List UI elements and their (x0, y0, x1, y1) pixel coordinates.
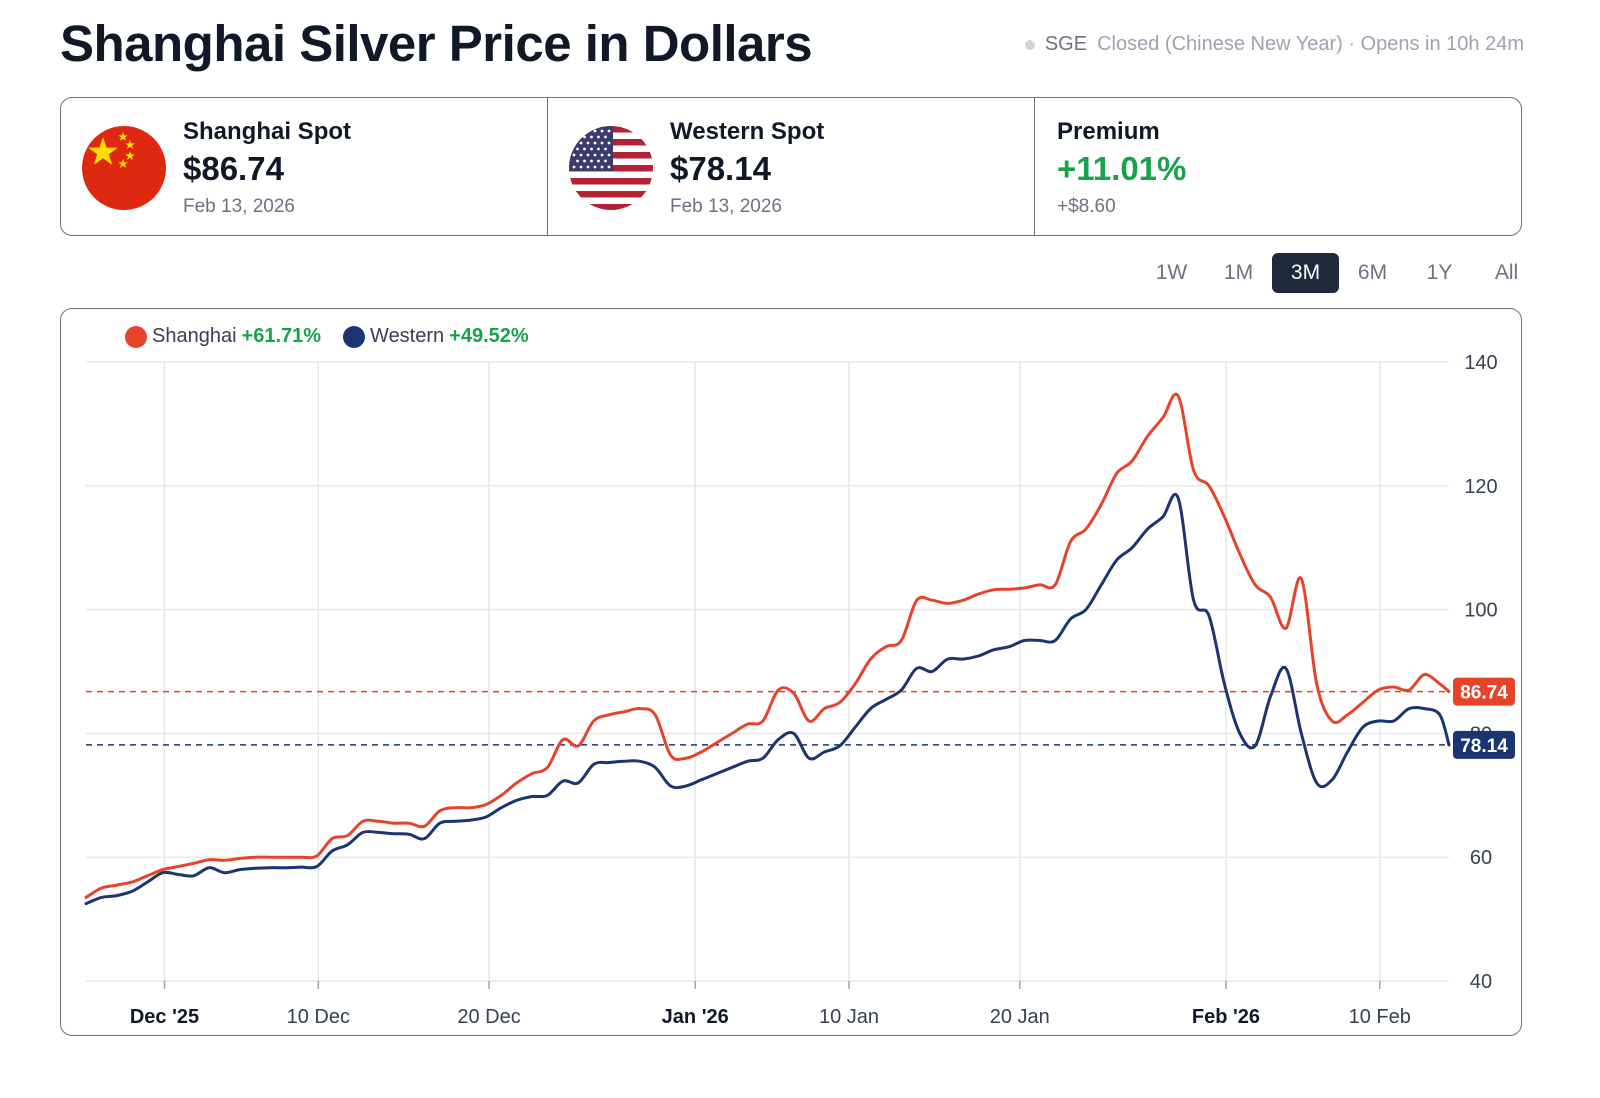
x-tick-label: 10 Feb (1349, 1006, 1411, 1028)
y-tick-label: 60 (1470, 847, 1492, 869)
range-button-all[interactable]: All (1494, 261, 1519, 284)
range-button-6m[interactable]: 6M (1357, 261, 1388, 284)
exchange-name: SGE (1044, 33, 1088, 55)
western-spot-price: $78.14 (670, 150, 771, 187)
x-tick-label: Dec '25 (130, 1006, 199, 1028)
western-spot-date: Feb 13, 2026 (670, 196, 782, 217)
range-button-1y[interactable]: 1Y (1426, 261, 1453, 284)
x-tick-label: 20 Jan (990, 1006, 1050, 1028)
shanghai-spot-price: $86.74 (183, 150, 284, 187)
y-tick-label: 40 (1470, 971, 1492, 993)
status-text: Closed (Chinese New Year) · Opens in 10h… (1097, 33, 1524, 55)
legend-change-western: +49.52% (449, 325, 529, 347)
chart-legend: Shanghai +61.71% Western +49.52% (125, 325, 529, 348)
last-value-badge-shanghai (1453, 677, 1515, 706)
status-dot-icon (1024, 39, 1035, 50)
china-flag-icon (82, 126, 166, 210)
premium-card: Premium +11.01% +$8.60 (1035, 98, 1521, 235)
y-tick-label: 140 (1464, 352, 1497, 374)
usa-flag-icon (569, 126, 653, 210)
legend-label-western: Western (370, 325, 445, 347)
x-tick-label: 10 Jan (819, 1006, 879, 1028)
shanghai-spot-label: Shanghai Spot (183, 118, 351, 145)
legend-label-shanghai: Shanghai (152, 325, 237, 347)
x-tick-label: 20 Dec (457, 1006, 520, 1028)
range-button-1w[interactable]: 1W (1155, 261, 1188, 284)
y-tick-label: 100 (1464, 600, 1497, 622)
western-spot-card: Western Spot $78.14 Feb 13, 2026 (548, 98, 1035, 235)
legend-item-western[interactable]: Western +49.52% (343, 325, 529, 348)
last-value-label-western: 78.14 (1460, 736, 1508, 757)
shanghai-spot-date: Feb 13, 2026 (183, 196, 295, 217)
x-tick-label: Feb '26 (1192, 1006, 1260, 1028)
western-spot-label: Western Spot (670, 118, 825, 145)
page-title: Shanghai Silver Price in Dollars (60, 15, 813, 72)
legend-change-shanghai: +61.71% (241, 325, 322, 347)
legend-swatch-western (343, 325, 366, 348)
legend-swatch-shanghai (125, 325, 147, 348)
x-tick-label: 10 Dec (287, 1006, 350, 1028)
range-button-1m[interactable]: 1M (1223, 261, 1254, 284)
price-cards: Shanghai Spot $86.74 Feb 13, 2026 (60, 97, 1522, 236)
y-tick-label: 120 (1464, 476, 1497, 498)
premium-diff: +$8.60 (1057, 196, 1116, 217)
series-line-shanghai (84, 392, 1451, 899)
last-value-label-shanghai: 86.74 (1460, 683, 1508, 704)
series-line-western (84, 493, 1451, 906)
shanghai-spot-card: Shanghai Spot $86.74 Feb 13, 2026 (61, 98, 548, 235)
x-tick-label: Jan '26 (662, 1006, 729, 1028)
legend-item-shanghai[interactable]: Shanghai +61.71% (125, 325, 321, 348)
market-status: SGE Closed (Chinese New Year) · Opens in… (1024, 33, 1524, 56)
last-value-badge-western (1453, 730, 1515, 759)
premium-label: Premium (1057, 118, 1160, 145)
premium-value: +11.01% (1057, 150, 1187, 187)
range-button-3m[interactable]: 3M (1272, 253, 1339, 293)
time-range-selector: 1W 1M 3M 6M 1Y All (1138, 253, 1540, 293)
